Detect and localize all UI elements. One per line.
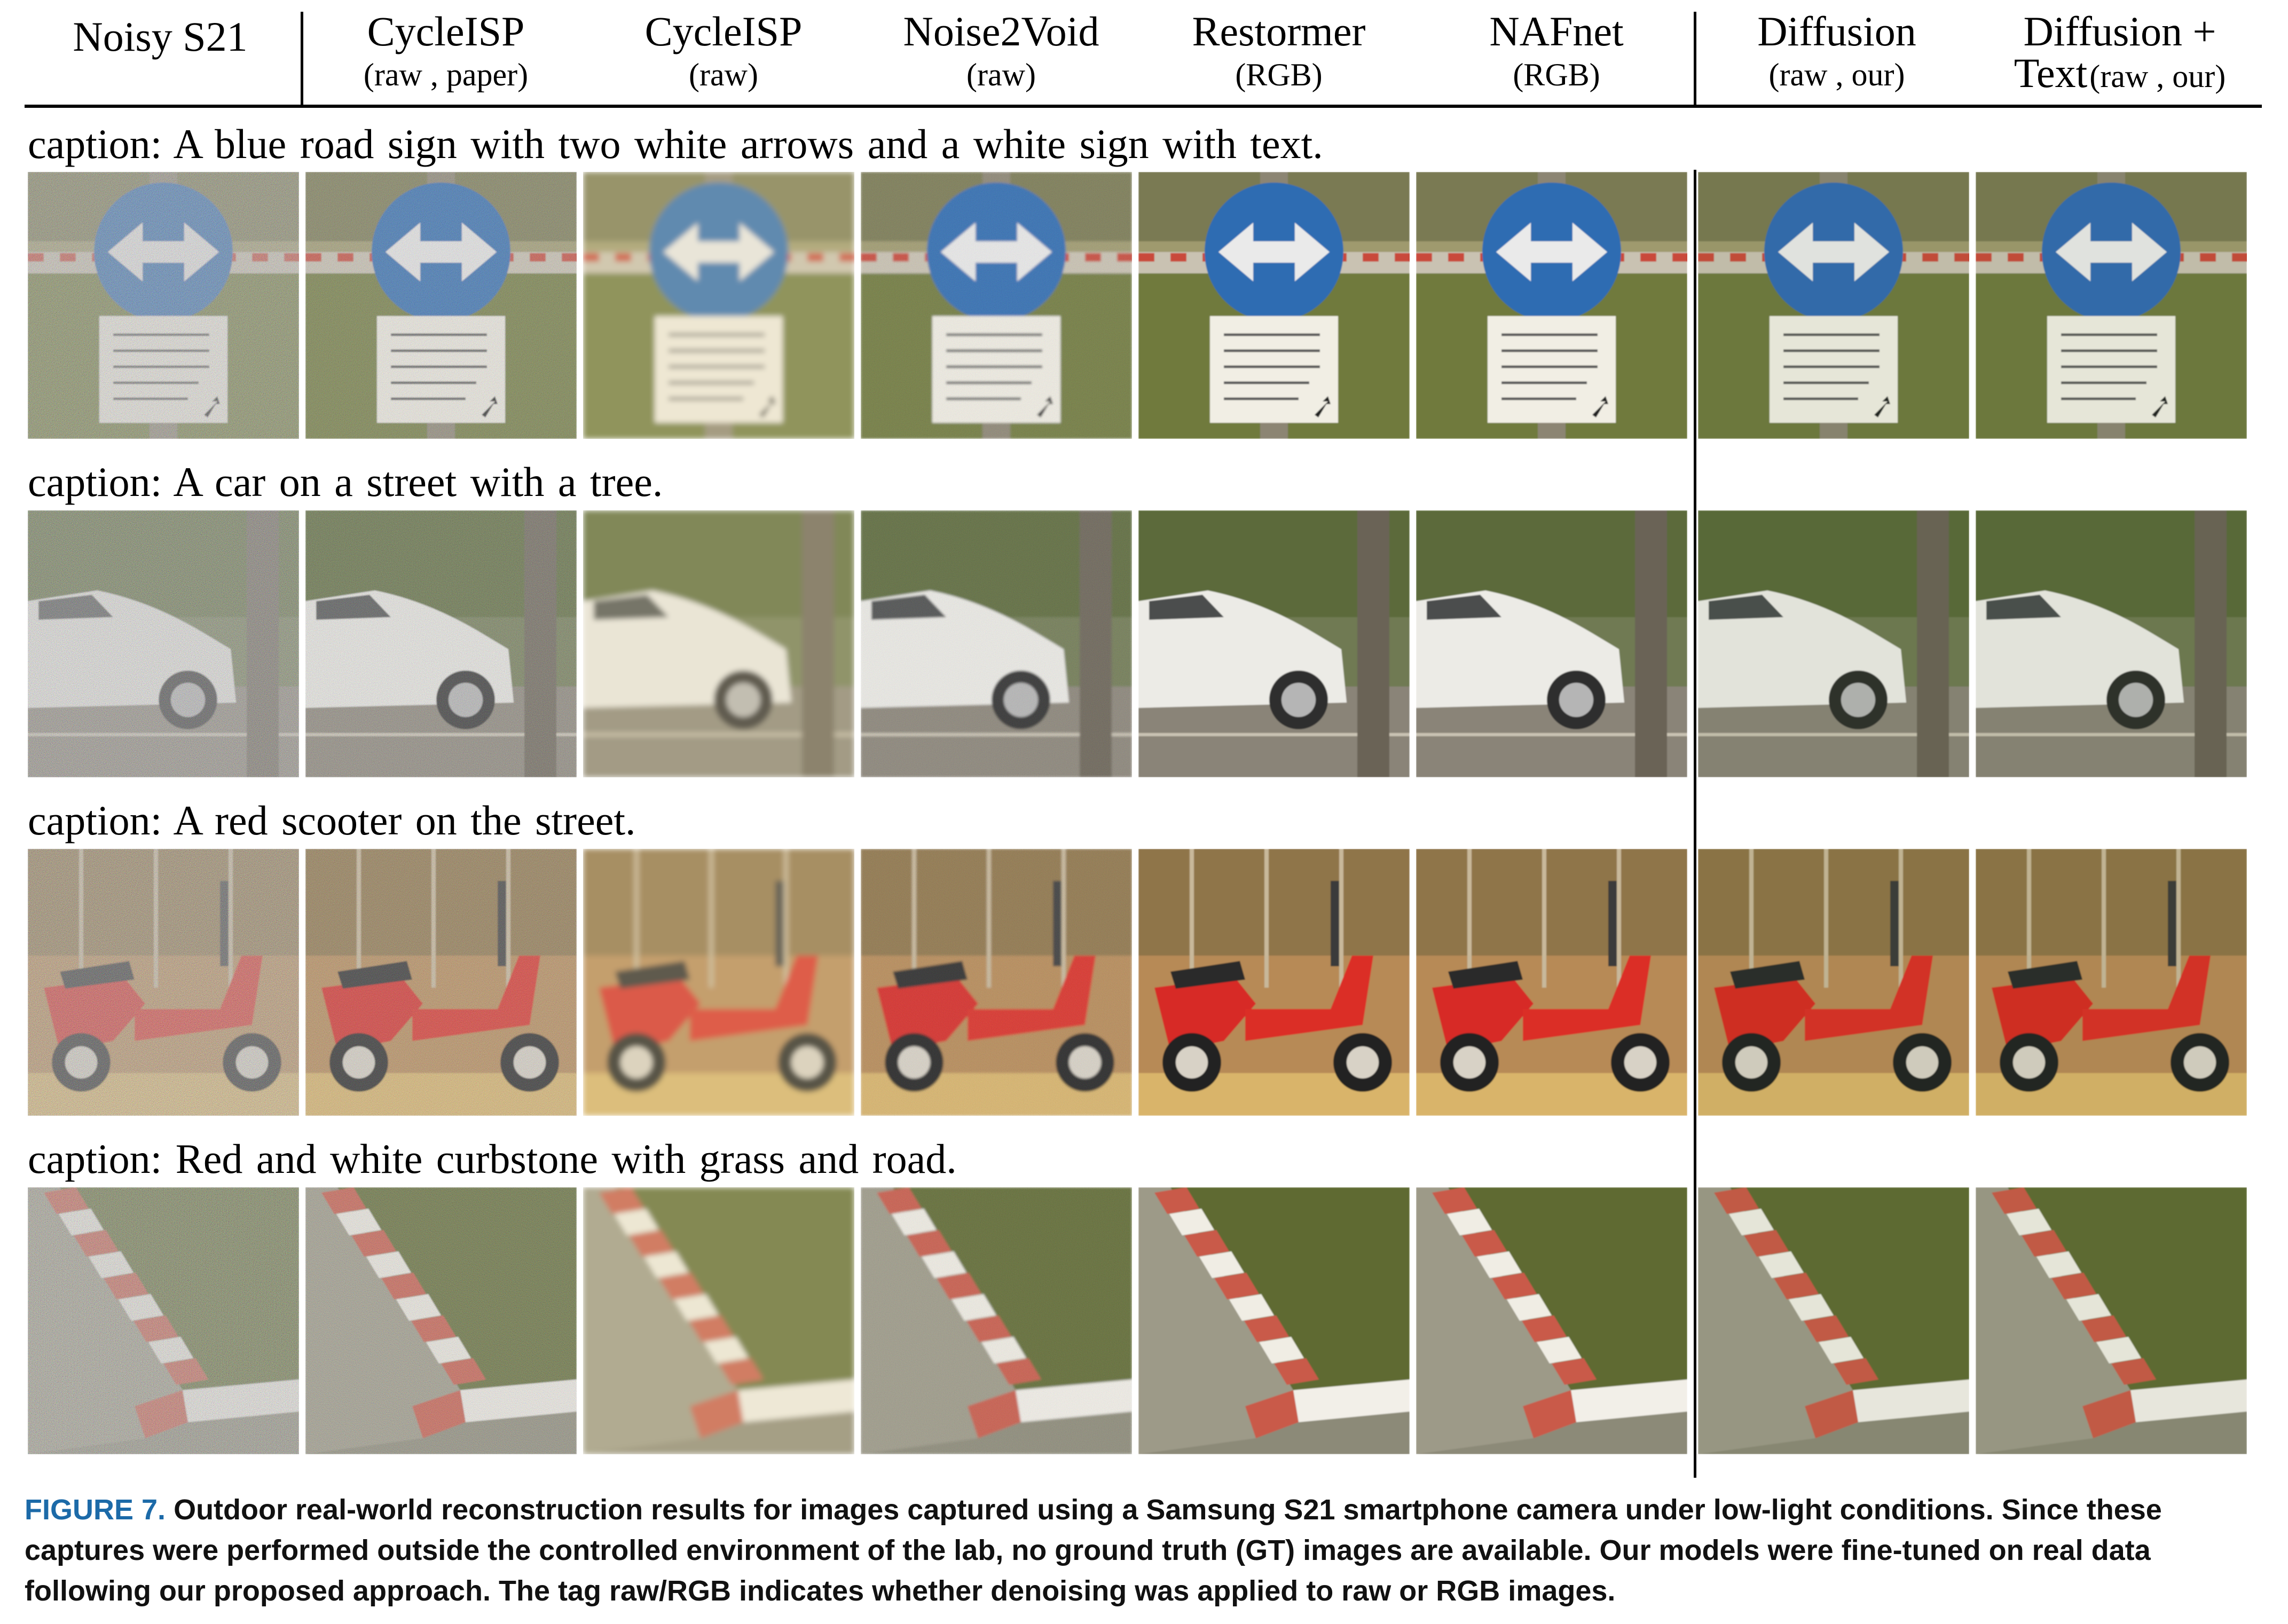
result-image-road-sign-col-5	[1138, 172, 1410, 439]
column-tag: (raw , our)	[2089, 59, 2226, 94]
result-image-curbstone-col-1	[28, 1187, 299, 1454]
result-image-curbstone-col-7	[1698, 1187, 1969, 1454]
header-rule	[25, 105, 2262, 108]
result-image-scooter-col-7	[1698, 849, 1969, 1116]
column-header-noise2void: Noise2Void (raw)	[865, 11, 1137, 91]
result-image-road-sign-col-4	[861, 172, 1132, 439]
column-header-restormer: Restormer (RGB)	[1143, 11, 1415, 91]
figure-label: FIGURE 7.	[25, 1494, 166, 1526]
result-image-scooter-col-4	[861, 849, 1132, 1116]
result-image-scooter-col-3	[583, 849, 854, 1116]
row-caption: caption: Red and white curbstone with gr…	[28, 1136, 957, 1182]
column-name: NAFnet	[1489, 8, 1624, 54]
column-header: Noisy S21 CycleISP (raw , paper) CycleIS…	[0, 0, 2288, 108]
row-caption: caption: A red scooter on the street.	[28, 797, 636, 843]
result-image-scooter-col-6	[1416, 849, 1687, 1116]
result-image-car-col-4	[861, 510, 1132, 777]
column-name-line2: Text	[2014, 50, 2088, 96]
column-header-nafnet: NAFnet (RGB)	[1420, 11, 1693, 91]
result-image-scooter-col-8	[1976, 849, 2247, 1116]
column-tag: (raw)	[966, 57, 1036, 92]
column-tag: (raw)	[689, 57, 758, 92]
result-image-road-sign-col-1	[28, 172, 299, 439]
column-header-cycleisp-paper: CycleISP (raw , paper)	[310, 11, 582, 91]
column-name: CycleISP	[367, 8, 525, 54]
column-tag: (RGB)	[1235, 57, 1323, 92]
header-divider-left	[301, 12, 303, 108]
result-image-car-col-5	[1138, 510, 1410, 777]
column-name: Diffusion	[1757, 8, 1916, 54]
column-name: Noisy S21	[73, 13, 248, 60]
result-image-road-sign-col-2	[305, 172, 577, 439]
result-image-car-col-6	[1416, 510, 1687, 777]
column-header-noisy: Noisy S21	[32, 16, 288, 58]
column-name: Restormer	[1192, 8, 1366, 54]
row-caption: caption: A blue road sign with two white…	[28, 121, 1323, 167]
column-header-diffusion-text: Diffusion + Text (raw , our)	[1976, 11, 2264, 94]
result-image-curbstone-col-8	[1976, 1187, 2247, 1454]
result-image-road-sign-col-3	[583, 172, 854, 439]
header-divider-right	[1694, 12, 1696, 108]
column-header-diffusion: Diffusion (raw , our)	[1698, 11, 1976, 91]
result-image-car-col-3	[583, 510, 854, 777]
column-tag: (raw , our)	[1768, 57, 1905, 92]
result-image-curbstone-col-3	[583, 1187, 854, 1454]
result-image-curbstone-col-5	[1138, 1187, 1410, 1454]
result-image-curbstone-col-6	[1416, 1187, 1687, 1454]
result-image-scooter-col-2	[305, 849, 577, 1116]
figure-caption-text: Outdoor real-world reconstruction result…	[25, 1494, 2162, 1607]
result-image-road-sign-col-8	[1976, 172, 2247, 439]
result-image-curbstone-col-4	[861, 1187, 1132, 1454]
result-image-car-col-7	[1698, 510, 1969, 777]
result-image-curbstone-col-2	[305, 1187, 577, 1454]
column-tag: (RGB)	[1513, 57, 1600, 92]
result-image-car-col-1	[28, 510, 299, 777]
result-image-car-col-2	[305, 510, 577, 777]
row-caption: caption: A car on a street with a tree.	[28, 459, 663, 505]
column-name: CycleISP	[644, 8, 803, 54]
figure-caption: FIGURE 7. Outdoor real-world reconstruct…	[25, 1489, 2265, 1611]
result-image-car-col-8	[1976, 510, 2247, 777]
result-image-scooter-col-1	[28, 849, 299, 1116]
column-name: Diffusion +	[2023, 8, 2216, 54]
column-tag: (raw , paper)	[363, 57, 529, 92]
result-image-road-sign-col-7	[1698, 172, 1969, 439]
column-header-cycleisp-raw: CycleISP (raw)	[587, 11, 860, 91]
result-image-scooter-col-5	[1138, 849, 1410, 1116]
grid-divider	[1694, 170, 1696, 1478]
result-image-road-sign-col-6	[1416, 172, 1687, 439]
column-name: Noise2Void	[903, 8, 1099, 54]
